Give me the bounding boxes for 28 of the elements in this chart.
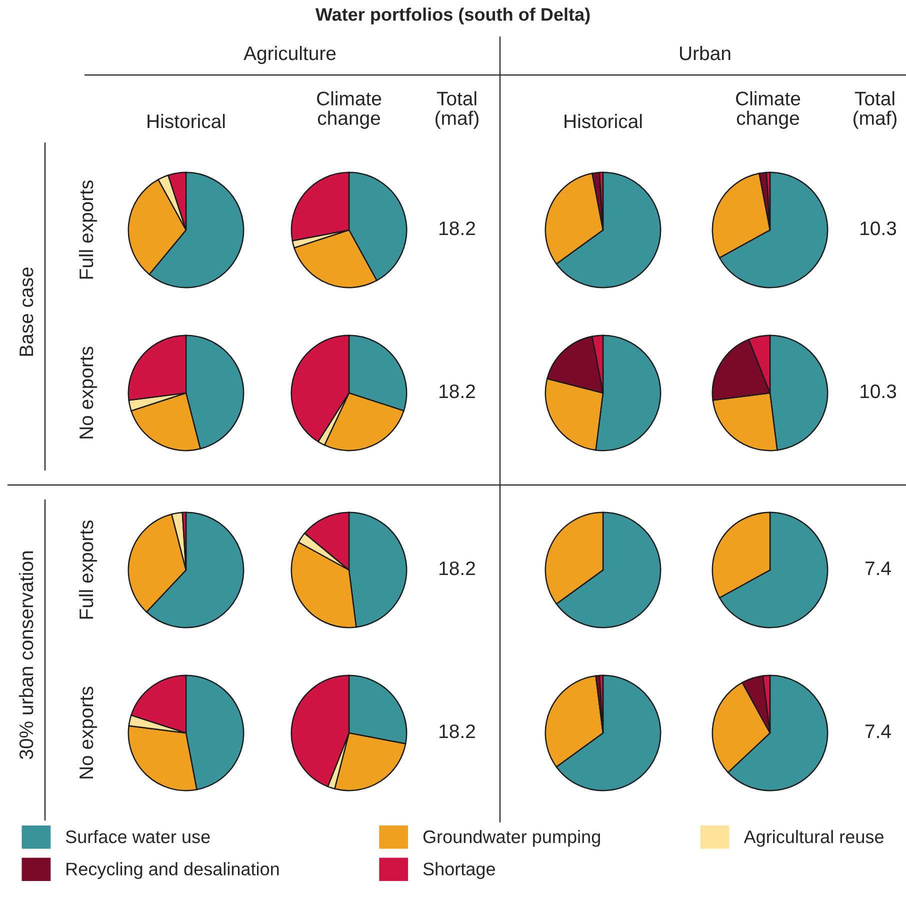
text: Historical [148, 114, 225, 128]
text: 18.2 [440, 384, 475, 398]
text: Total (maf) [854, 91, 896, 129]
legend-label: Recycling and desalination [66, 862, 279, 880]
text: 30% urban conservation [18, 551, 34, 760]
legend-label: Shortage [423, 862, 495, 880]
text: 7.4 [865, 562, 891, 576]
text: Climate change [317, 91, 382, 129]
text: Total (maf) [436, 91, 478, 129]
text: Historical [564, 114, 642, 128]
legend-label: Groundwater pumping [423, 830, 600, 847]
text: Full exports [78, 520, 98, 619]
text: 10.3 [860, 384, 896, 398]
legend-label: Surface water use [66, 830, 210, 844]
chart-title: Water portfolios (south of Delta) [315, 8, 590, 24]
text: Base case [20, 267, 34, 356]
legend-label: Agricultural reuse [744, 830, 884, 847]
text: 18.2 [440, 561, 475, 576]
text: 7.4 [865, 724, 891, 738]
text: No exports [80, 346, 98, 438]
text: Full exports [78, 180, 98, 279]
text: Climate change [736, 91, 800, 129]
text: 10.3 [860, 221, 896, 236]
text: Agriculture [244, 46, 336, 64]
text: Urban [680, 46, 730, 60]
text: No exports [80, 686, 98, 778]
text: 18.2 [440, 724, 475, 738]
text: 18.2 [440, 221, 475, 236]
